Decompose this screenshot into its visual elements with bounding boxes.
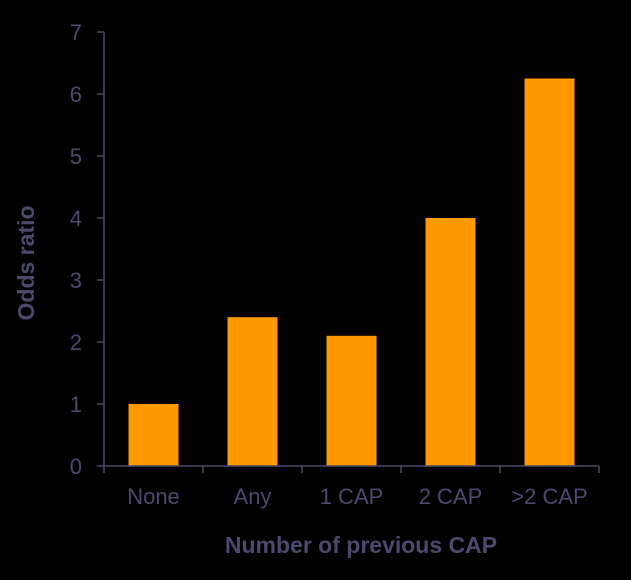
bar-5 [524, 78, 575, 466]
y-tick-label: 2 [70, 330, 82, 355]
y-tick-label: 4 [70, 206, 82, 231]
y-tick-label: 0 [70, 454, 82, 479]
bar-4 [425, 218, 476, 466]
x-tick-labels: None Any 1 CAP 2 CAP >2 CAP [127, 484, 588, 509]
y-tick-labels: 0 1 2 3 4 5 6 7 [70, 20, 82, 479]
y-tick-label: 3 [70, 268, 82, 293]
bar-3 [326, 335, 377, 466]
bars-group [128, 78, 575, 466]
y-tick-label: 1 [70, 392, 82, 417]
x-tick-label: 1 CAP [320, 484, 384, 509]
bar-1 [128, 404, 179, 466]
x-tick-label: >2 CAP [511, 484, 587, 509]
x-axis-title: Number of previous CAP [225, 532, 497, 558]
y-axis-title: Odds ratio [13, 205, 39, 320]
x-tick-label: None [127, 484, 180, 509]
y-tick-label: 5 [70, 144, 82, 169]
y-tick-label: 6 [70, 82, 82, 107]
x-tick-label: 2 CAP [419, 484, 483, 509]
y-tick-label: 7 [70, 20, 82, 45]
axes-group [97, 31, 600, 473]
bar-2 [227, 317, 278, 466]
x-tick-label: Any [234, 484, 272, 509]
